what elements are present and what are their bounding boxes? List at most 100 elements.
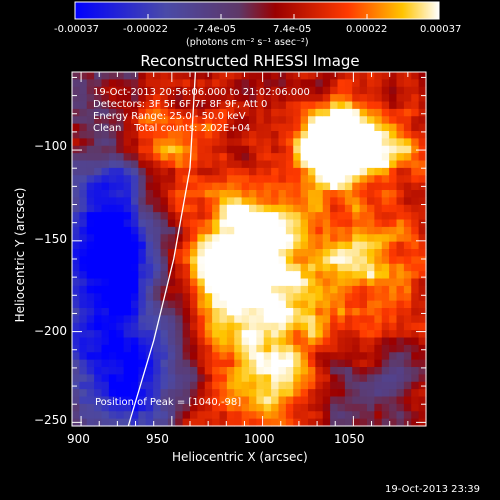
heatmap-cell [190,271,198,280]
heatmap-cell [234,175,243,184]
heatmap-cell [101,293,110,302]
heatmap-cell [123,381,132,390]
heatmap-cell [403,79,412,88]
heatmap-cell [344,300,353,309]
heatmap-cell [322,285,331,294]
heatmap-cell [86,101,95,110]
heatmap-cell [241,226,250,235]
heatmap-cell [381,278,390,287]
heatmap-cell [101,263,110,272]
heatmap-cell [271,160,280,169]
heatmap-cell [219,219,228,228]
heatmap-cell [389,285,398,294]
heatmap-cell [190,145,198,154]
heatmap-cell [403,337,412,346]
heatmap-cell [79,79,88,88]
heatmap-cell [374,263,383,272]
heatmap-cell [271,167,280,176]
heatmap-cell [175,256,184,265]
heatmap-cell [153,182,162,191]
heatmap-cell [108,108,117,117]
heatmap-cell [72,322,80,331]
heatmap-cell [352,418,361,427]
heatmap-cell [315,352,324,361]
heatmap-cell [204,153,213,162]
heatmap-cell [381,212,390,221]
heatmap-cell [285,411,294,420]
heatmap-cell [131,418,139,427]
heatmap-cell [285,403,294,412]
heatmap-cell [374,219,383,228]
heatmap-cell [308,249,316,257]
heatmap-cell [418,293,427,302]
heatmap-cell [337,145,346,154]
heatmap-cell [411,249,420,257]
heatmap-cell [374,381,383,390]
heatmap-cell [271,190,280,198]
heatmap-cell [344,190,353,198]
heatmap-cell [249,308,257,316]
heatmap-cell [79,344,88,353]
heatmap-cell [94,278,103,287]
heatmap-cell [153,167,162,176]
heatmap-cell [344,72,353,80]
heatmap-cell [79,263,88,272]
heatmap-cell [403,300,412,309]
heatmap-cell [197,145,206,154]
heatmap-cell [190,411,198,420]
heatmap-cell [212,226,221,235]
heatmap-cell [160,263,169,272]
heatmap-cell [374,285,383,294]
heatmap-cell [190,278,198,287]
heatmap-cell [344,108,353,117]
heatmap-cell [94,322,103,331]
heatmap-cell [300,396,309,405]
heatmap-cell [418,396,427,405]
heatmap-cell [381,160,390,169]
heatmap-cell [79,175,88,184]
heatmap-cell [403,116,412,125]
heatmap-cell [285,241,294,250]
heatmap-cell [271,308,280,316]
heatmap-cell [234,293,243,302]
heatmap-cell [337,108,346,117]
heatmap-cell [344,167,353,176]
heatmap-cell [167,234,176,243]
heatmap-cell [418,263,427,272]
heatmap-cell [381,204,390,213]
heatmap-cell [79,153,88,162]
heatmap-cell [359,381,368,390]
heatmap-cell [131,256,139,265]
heatmap-cell [197,411,206,420]
heatmap-cell [153,116,162,125]
heatmap-cell [241,190,250,198]
heatmap-cell [219,167,228,176]
heatmap-cell [285,167,294,176]
heatmap-cell [204,101,213,110]
heatmap-cell [241,212,250,221]
heatmap-cell [352,153,361,162]
heatmap-cell [322,418,331,427]
heatmap-cell [123,101,132,110]
heatmap-cell [396,204,405,213]
heatmap-cell [249,145,257,154]
heatmap-cell [79,322,88,331]
heatmap-cell [175,411,184,420]
heatmap-cell [86,337,95,346]
heatmap-cell [256,285,265,294]
heatmap-cell [138,278,147,287]
heatmap-cell [330,285,339,294]
heatmap-cell [337,212,346,221]
heatmap-cell [337,381,346,390]
heatmap-cell [190,241,198,250]
heatmap-cell [204,167,213,176]
heatmap-cell [190,352,198,361]
heatmap-cell [374,389,383,398]
heatmap-cell [197,359,206,368]
heatmap-cell [322,204,331,213]
heatmap-cell [219,256,228,265]
heatmap-cell [322,190,331,198]
heatmap-cell [145,285,154,294]
heatmap-cell [219,138,228,147]
heatmap-cell [249,367,257,375]
